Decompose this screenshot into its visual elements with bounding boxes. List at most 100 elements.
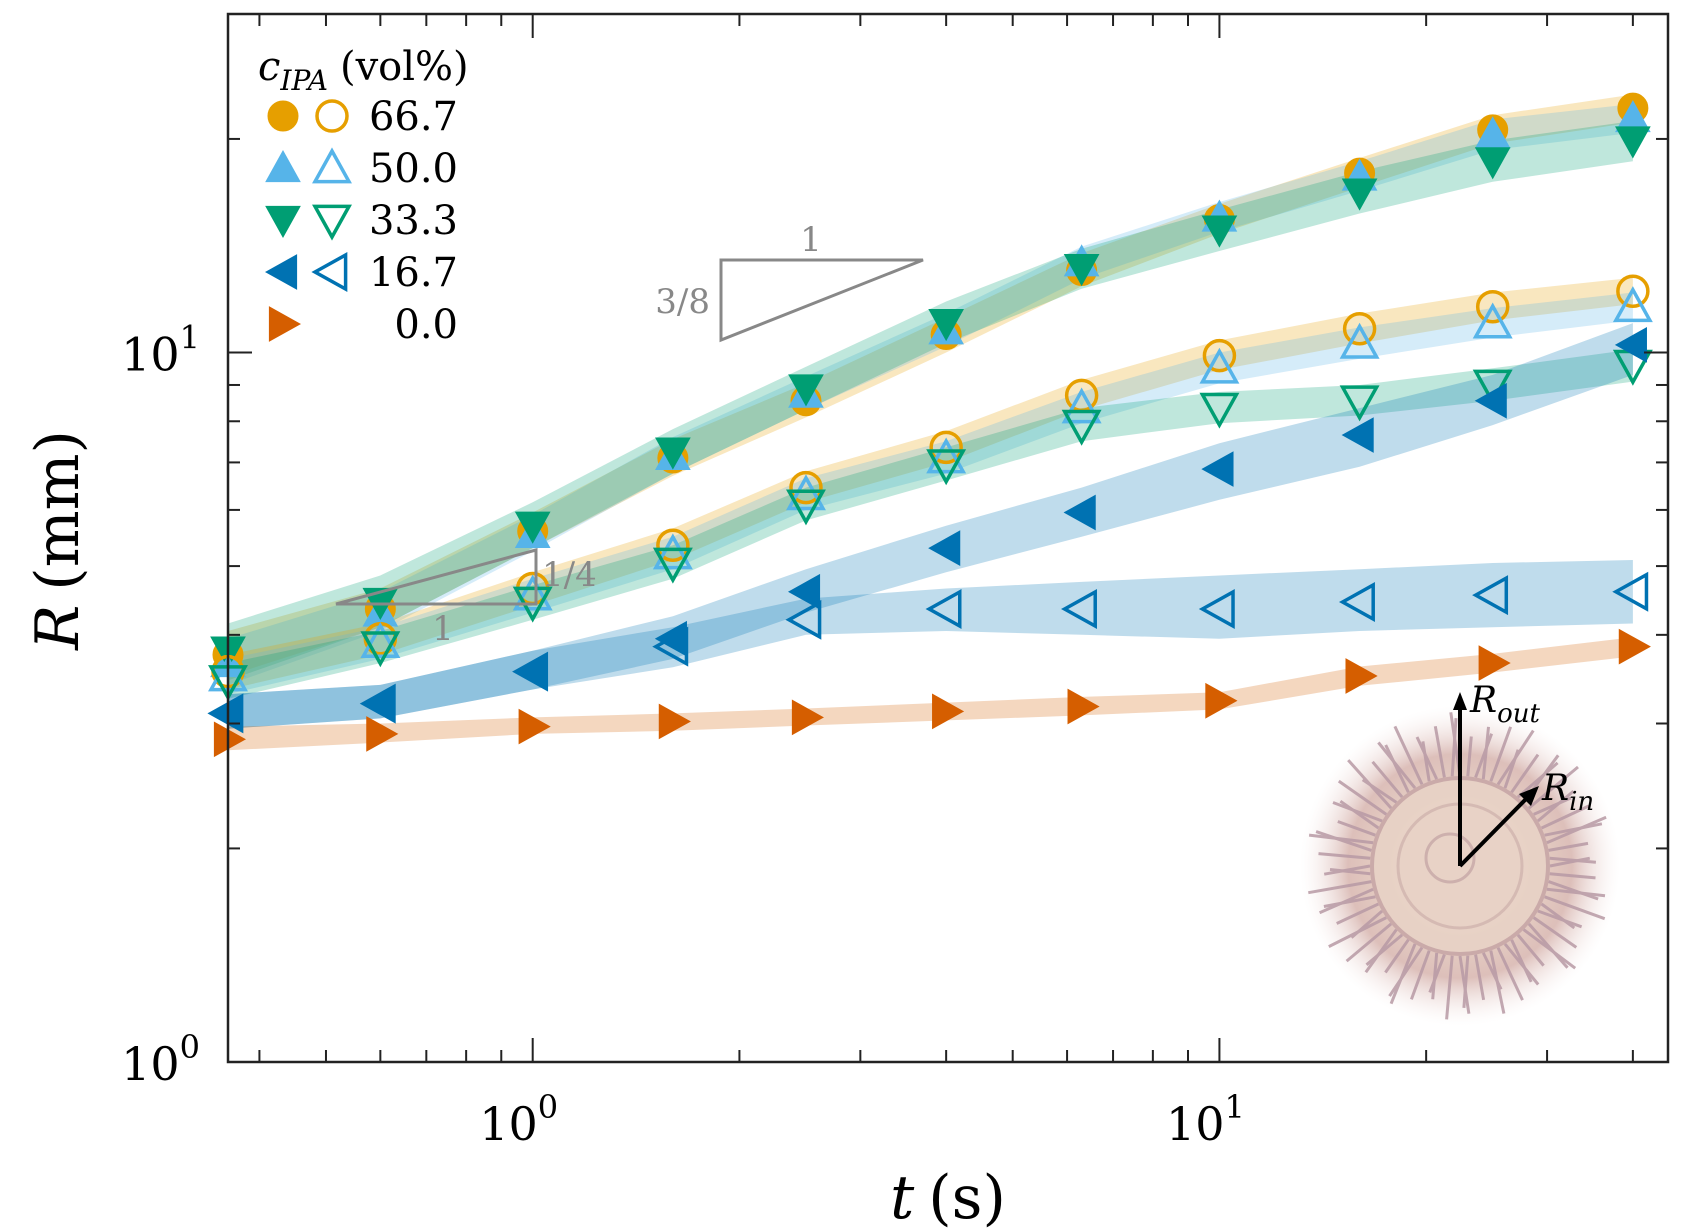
- data-point-outer-0-0: [1478, 645, 1511, 681]
- axis-tick-labels: 100 101 100 101: [121, 319, 1245, 1151]
- data-markers: [207, 92, 1653, 758]
- inset-finger: [1428, 954, 1446, 993]
- inset-finger: [1516, 933, 1545, 967]
- band-inner-66-7: [228, 277, 1633, 690]
- data-point-outer-33-3: [1474, 147, 1511, 180]
- slope-triangle-3-8: [719, 258, 924, 343]
- r-in-label: Rin: [1541, 768, 1594, 817]
- slope-rise-label-3-8: 3/8: [655, 282, 710, 322]
- inset-finger: [1510, 939, 1533, 983]
- inset-finger: [1323, 895, 1376, 908]
- legend-label: 50.0: [369, 146, 458, 192]
- inset-arrows: Rout Rin: [1453, 680, 1594, 868]
- data-point-outer-0-0: [518, 708, 551, 745]
- inset-finger: [1540, 804, 1590, 830]
- inset-finger: [1433, 725, 1446, 778]
- inset-finger: [1481, 726, 1490, 780]
- data-point-inner-66-7: [789, 470, 823, 505]
- inset-finger: [1503, 942, 1540, 986]
- data-point-outer-33-3: [655, 437, 691, 470]
- inset-finger: [1548, 880, 1599, 901]
- inset-finger: [1318, 887, 1374, 915]
- inset-finger: [1544, 822, 1603, 837]
- inset-finger: [1510, 753, 1540, 794]
- data-point-outer-0-0: [1618, 628, 1651, 665]
- data-point-inner-33-3: [652, 547, 693, 584]
- data-point-inner-16-7: [785, 599, 822, 640]
- band-outer-0-0: [228, 637, 1633, 751]
- data-point-inner-33-3: [1339, 385, 1380, 422]
- data-point-outer-33-3: [788, 374, 824, 407]
- data-point-inner-16-7: [1472, 575, 1509, 616]
- inset-finger: [1337, 820, 1376, 837]
- data-point-outer-0-0: [1205, 682, 1238, 719]
- band-outer-50-0: [228, 104, 1633, 685]
- inset-finger: [1308, 880, 1372, 895]
- inset-finger: [1489, 726, 1513, 782]
- inset-finger: [1329, 868, 1371, 876]
- inset-finger: [1466, 736, 1473, 777]
- inset-finger: [1415, 736, 1439, 780]
- data-point-inner-16-7: [512, 651, 549, 692]
- y-axis-title: R(mm): [23, 430, 93, 651]
- inset-finger: [1308, 833, 1374, 845]
- inset-finger: [1371, 760, 1404, 799]
- data-point-inner-50-0: [926, 437, 967, 474]
- inset-finger: [1445, 955, 1454, 1020]
- data-point-outer-0-0: [213, 721, 247, 758]
- data-point-inner-50-0: [1472, 302, 1513, 339]
- legend-label: 16.7: [369, 250, 458, 296]
- data-point-outer-16-7: [1614, 327, 1647, 363]
- data-point-outer-16-7: [928, 530, 961, 566]
- data-point-inner-16-7: [1338, 582, 1375, 622]
- r-out-arrowhead: [1453, 692, 1467, 710]
- inset-finger: [1361, 778, 1398, 804]
- legend-marker-hollow: [312, 147, 352, 184]
- inset-finger: [1544, 895, 1606, 921]
- data-point-outer-0-0: [658, 703, 691, 740]
- inset-finger: [1462, 955, 1470, 1009]
- inset-finger: [1377, 741, 1417, 790]
- r-in-arrow: [1458, 796, 1529, 868]
- data-point-outer-16-7: [1201, 451, 1234, 487]
- band-inner-16-7: [228, 560, 1633, 729]
- inset-finger: [1409, 950, 1431, 1000]
- plot-frame: [226, 12, 1670, 1064]
- data-point-outer-0-0: [932, 693, 965, 730]
- inset-finger: [1337, 779, 1388, 816]
- inset-finger: [1364, 928, 1398, 974]
- inset-finger: [1450, 718, 1458, 777]
- inset-finger: [1389, 943, 1417, 1005]
- data-point-inner-16-7: [652, 626, 689, 667]
- inset-finger: [1458, 955, 1471, 1014]
- inset-finger: [1537, 909, 1583, 929]
- data-point-outer-33-3: [1341, 178, 1378, 211]
- legend-marker-filled: [265, 149, 301, 183]
- data-point-outer-33-3: [1201, 215, 1238, 248]
- slope-triangles: 1 3/8 1 1/4: [335, 220, 924, 649]
- inset-finger: [1481, 952, 1503, 990]
- inset-finger: [1345, 922, 1393, 963]
- inset-finger: [1384, 744, 1410, 793]
- data-point-outer-16-7: [1341, 417, 1374, 453]
- data-point-inner-16-7: [925, 589, 962, 629]
- data-point-outer-16-7: [1474, 382, 1507, 419]
- inset-finger: [1536, 789, 1575, 823]
- inset-finger: [1384, 938, 1410, 974]
- band-inner-50-0: [228, 292, 1633, 695]
- data-point-inner-50-0: [360, 622, 401, 658]
- inset-finger: [1549, 856, 1591, 868]
- data-point-outer-0-0: [366, 716, 399, 752]
- inset-finger: [1549, 856, 1597, 864]
- inset-finger: [1388, 946, 1424, 997]
- data-point-inner-66-7: [656, 528, 690, 562]
- inset-finger: [1532, 916, 1578, 949]
- data-point-outer-33-3: [514, 511, 551, 544]
- r-out-label: Rout: [1469, 680, 1541, 729]
- legend-title: cIPA (vol%): [258, 44, 469, 97]
- data-point-inner-33-3: [785, 489, 826, 526]
- inset-finger: [1474, 733, 1494, 778]
- data-point-outer-16-7: [787, 573, 821, 610]
- data-point-inner-50-0: [512, 574, 553, 611]
